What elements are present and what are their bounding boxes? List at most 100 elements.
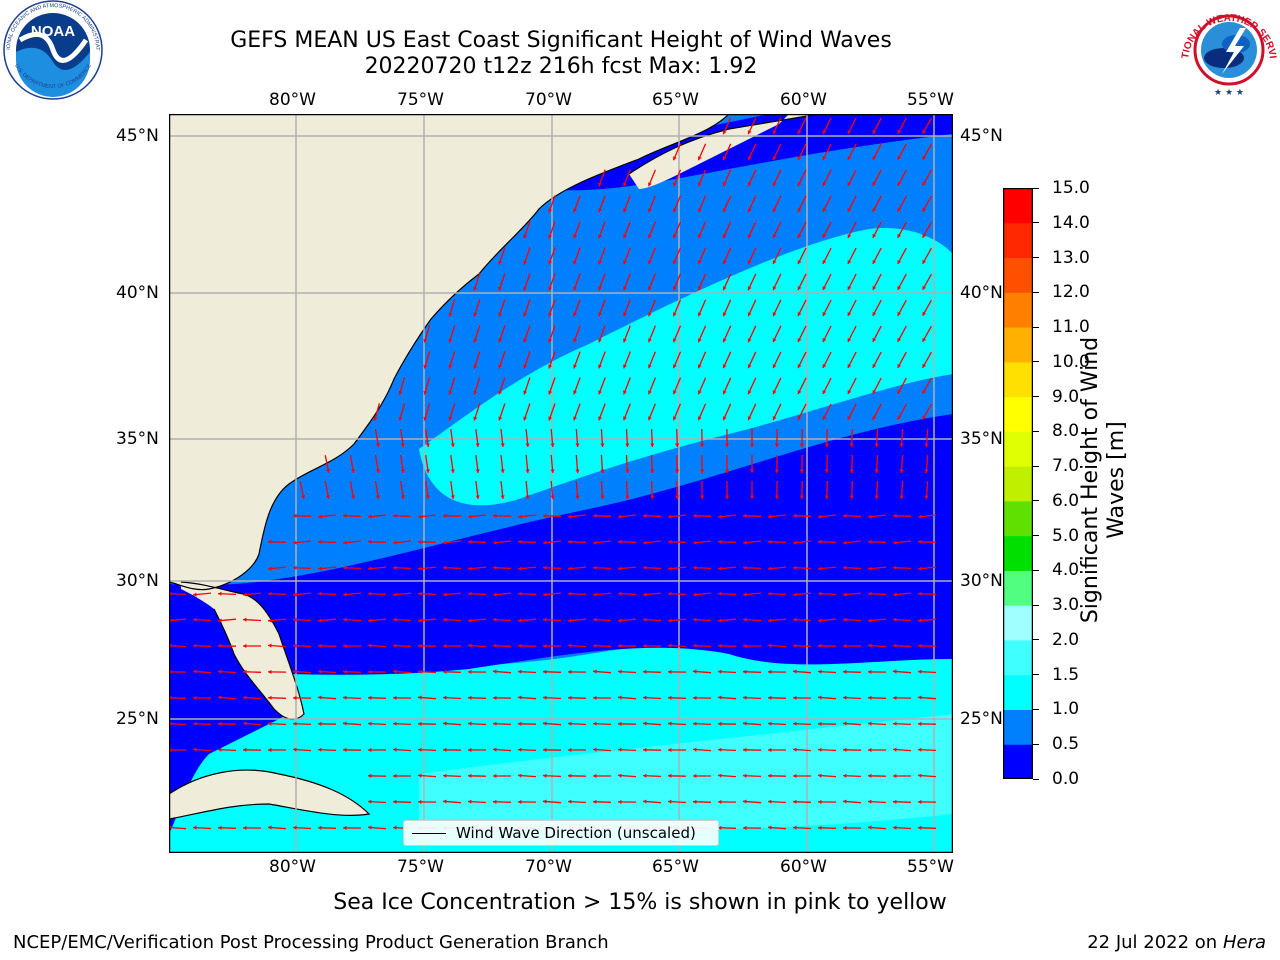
wave-arrow-head	[872, 155, 877, 160]
lat-tick-left: 35°N	[116, 429, 159, 449]
wave-arrow-head	[793, 695, 797, 700]
colorbar-tick-label: 4.0	[1052, 560, 1080, 581]
wave-arrow-head	[872, 311, 877, 316]
wave-arrow-head	[318, 695, 322, 700]
wave-arrow-head	[868, 643, 872, 648]
wave-arrow-head	[393, 747, 397, 752]
wave-arrow-head	[672, 364, 677, 369]
wave-arrow-head	[573, 390, 577, 395]
arrow-legend: Wind Wave Direction (unscaled)	[403, 820, 719, 846]
wave-arrow-head	[897, 207, 902, 212]
wave-arrow-head	[797, 130, 802, 135]
wave-arrow-head	[351, 469, 355, 473]
wave-arrow-head	[772, 130, 777, 135]
wave-arrow-head	[193, 669, 197, 674]
wave-arrow-head	[822, 182, 827, 186]
wave-arrow-head	[897, 181, 902, 186]
wave-arrow-head	[423, 416, 428, 421]
wave-arrow-head	[818, 721, 822, 726]
wave-arrow-head	[774, 495, 779, 499]
wave-arrow-head	[797, 156, 802, 161]
wave-arrow-head	[922, 285, 927, 290]
wave-arrow-head	[847, 260, 852, 264]
wave-arrow-head	[475, 443, 480, 447]
wave-arrow-head	[818, 799, 822, 804]
lat-tick-left: 40°N	[116, 283, 159, 303]
wave-arrow-head	[893, 565, 897, 570]
colorbar-band	[1003, 535, 1033, 571]
wave-arrow-head	[643, 643, 647, 648]
wave-arrow-head	[343, 721, 347, 726]
wave-arrow-head	[718, 799, 722, 804]
wave-arrow-head	[822, 208, 827, 212]
wave-arrow-head	[797, 364, 802, 369]
wave-arrow-head	[768, 799, 772, 804]
wave-arrow-head	[293, 721, 297, 726]
wave-arrow-head	[393, 617, 397, 622]
wave-arrow-head	[668, 514, 672, 519]
wave-arrow-head	[418, 539, 422, 544]
wave-arrow-head	[893, 825, 897, 830]
lat-tick-right: 40°N	[960, 283, 1003, 303]
wave-arrow-head	[518, 799, 522, 804]
wave-arrow-head	[768, 825, 772, 830]
wave-arrow-head	[743, 565, 747, 570]
wave-arrow-head	[922, 259, 927, 264]
wave-arrow-head	[268, 669, 272, 674]
wave-arrow-head	[618, 566, 622, 571]
wave-arrow-head	[400, 495, 405, 499]
lon-tick-bottom: 60°W	[780, 857, 827, 877]
colorbar-band	[1003, 327, 1033, 363]
wave-arrow-head	[797, 234, 802, 239]
wave-arrow-head	[468, 747, 472, 753]
wave-arrow-head	[747, 312, 752, 317]
lon-tick-bottom: 65°W	[652, 857, 699, 877]
wave-arrow-head	[648, 260, 652, 265]
wave-arrow-head	[872, 129, 877, 134]
coastline	[169, 114, 730, 591]
wave-arrow-head	[922, 233, 927, 238]
wave-arrow-head	[743, 643, 747, 648]
wave-arrow-head	[543, 565, 547, 570]
wave-arrow-head	[922, 311, 927, 316]
colorbar-band	[1003, 570, 1033, 606]
wave-arrow-head	[293, 643, 297, 648]
wave-arrow-head	[243, 592, 247, 597]
wave-arrow-head	[693, 721, 697, 726]
noaa-logo-text: NOAA	[31, 23, 75, 40]
wave-arrow-head	[722, 338, 727, 343]
wave-arrow-head	[743, 721, 747, 726]
colorbar-tick-label: 2.0	[1052, 629, 1080, 650]
wave-arrow-head	[648, 364, 652, 369]
wave-arrow-head	[818, 747, 822, 752]
wave-arrow-head	[623, 416, 627, 421]
wave-arrow-head	[543, 721, 547, 726]
lon-tick-top: 55°W	[907, 90, 954, 110]
wave-arrow-head	[593, 721, 597, 726]
wave-arrow-head	[425, 443, 430, 447]
wave-arrow-head	[743, 799, 747, 804]
wave-arrow-head	[598, 234, 602, 239]
wave-arrow-head	[768, 669, 772, 674]
wave-arrow-head	[818, 643, 822, 648]
wave-arrow-head	[697, 208, 702, 213]
colorbar-tick-label: 1.5	[1052, 664, 1080, 685]
wave-arrow-head	[343, 643, 347, 648]
wave-arrow-head	[722, 234, 727, 239]
wave-arrow-head	[868, 799, 872, 804]
wave-arrow-head	[918, 591, 922, 596]
wave-arrow-head	[643, 773, 647, 778]
wave-arrow-head	[793, 773, 797, 778]
wave-arrow-head	[498, 338, 503, 343]
wave-arrow-head	[918, 747, 922, 752]
wave-arrow-head	[643, 592, 647, 597]
wave-arrow-head	[623, 286, 627, 291]
wave-arrow-head	[423, 390, 428, 395]
wave-arrow-head	[368, 618, 372, 623]
wave-arrow-head	[343, 695, 347, 700]
lon-tick-bottom: 55°W	[907, 857, 954, 877]
wave-arrow-head	[697, 234, 702, 239]
wave-arrow-head	[797, 182, 802, 187]
wave-arrow-head	[872, 233, 877, 238]
wave-arrow-head	[218, 669, 222, 674]
